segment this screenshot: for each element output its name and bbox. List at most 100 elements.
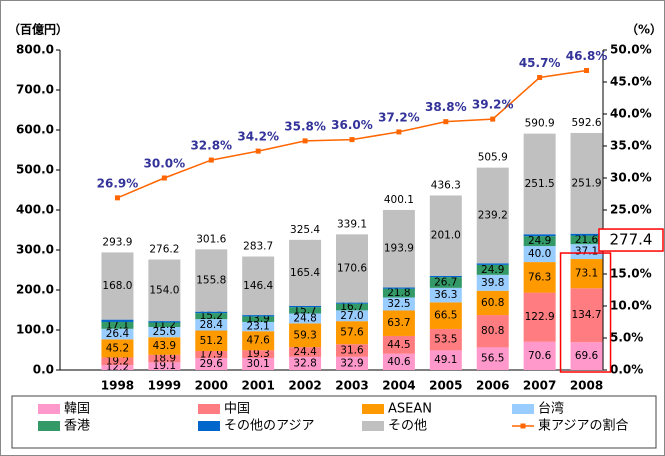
y-tick-label: 200.0	[16, 283, 54, 297]
share-label: 35.8%	[284, 119, 326, 133]
bar-segment	[148, 259, 181, 322]
y2-tick-label: 25.0%	[610, 203, 652, 217]
legend-label: 東アジアの割合	[538, 418, 628, 434]
bar-value-label: 47.6	[246, 335, 270, 347]
legend-label: ASEAN	[388, 402, 432, 417]
bar-value-label: 39.8	[481, 277, 504, 289]
bar-value-label: 25.6	[153, 326, 177, 338]
y2-tick-label: 30.0%	[610, 171, 652, 185]
x-tick-label: 2003	[335, 379, 368, 393]
share-label: 36.0%	[331, 118, 373, 132]
y2-tick-label: 50.0%	[610, 43, 652, 57]
bar-segment	[476, 274, 509, 291]
y-tick-label: 400.0	[16, 203, 54, 217]
bar-segment	[289, 313, 322, 324]
bar-value-label: 32.8	[293, 357, 316, 369]
bar-segment	[195, 319, 228, 331]
bar-segment	[382, 335, 415, 354]
callout-frame	[559, 252, 612, 373]
bar-value-label: 49.1	[434, 354, 457, 366]
bar-value-label: 76.3	[528, 271, 551, 283]
bar-segment	[148, 362, 181, 370]
share-label: 39.2%	[472, 98, 514, 112]
legend-swatch	[198, 404, 220, 414]
y2-tick-label: 10.0%	[610, 299, 652, 313]
bar-value-label: 32.9	[340, 357, 363, 369]
total-label: 505.9	[478, 152, 508, 164]
bar-value-label: 66.5	[434, 310, 457, 322]
bar-segment	[476, 264, 509, 275]
bar-segment	[242, 331, 275, 351]
legend-label: その他のアジア	[224, 419, 314, 434]
bar-segment	[195, 351, 228, 359]
y-tick-label: 0.0	[33, 363, 54, 377]
bar-segment	[289, 239, 322, 306]
legend-label: 台湾	[538, 401, 564, 417]
bar-segment	[289, 347, 322, 357]
legend-label: 中国	[224, 402, 250, 417]
bar-value-label: 32.5	[387, 298, 410, 310]
bar-segment	[336, 303, 368, 311]
bar-segment	[570, 235, 603, 245]
bar-segment	[429, 350, 462, 370]
bar-value-label: 24.8	[293, 312, 316, 324]
bar-segment	[242, 316, 275, 322]
bar-segment	[570, 244, 603, 260]
legend-swatch	[38, 404, 60, 414]
legend-swatch	[362, 421, 384, 431]
legend-swatch	[198, 421, 220, 431]
bar-segment	[289, 356, 322, 370]
x-tick-label: 1998	[101, 379, 134, 393]
total-label: 400.1	[384, 194, 414, 206]
bar-value-label: 28.4	[200, 319, 224, 331]
bar-segment	[242, 321, 275, 332]
bar-value-label: 69.6	[575, 350, 599, 362]
total-label: 301.6	[196, 233, 226, 245]
bar-segment	[195, 249, 228, 312]
legend-label: その他	[388, 419, 427, 434]
bar-segment	[148, 321, 181, 323]
bar-value-label: 251.5	[525, 178, 555, 190]
y2-tick-label: 45.0%	[610, 75, 652, 89]
bar-segment	[101, 357, 134, 366]
x-tick-label: 2000	[195, 379, 228, 393]
bar-value-label: 53.5	[434, 334, 457, 346]
bar-value-label: 23.1	[246, 321, 269, 333]
bar-segment	[570, 259, 603, 289]
share-label: 37.2%	[378, 110, 420, 124]
bar-value-label: 45.2	[106, 342, 129, 354]
bar-value-label: 24.9	[528, 235, 551, 247]
bar-value-label: 59.3	[293, 329, 316, 341]
share-marker	[584, 67, 590, 73]
share-marker	[537, 75, 543, 81]
bar-segment	[195, 313, 228, 320]
bar-value-label: 24.4	[293, 346, 317, 358]
bar-segment	[336, 321, 368, 345]
bar-segment	[101, 365, 134, 370]
bar-value-label: 239.2	[478, 209, 508, 221]
bar-value-label: 122.9	[525, 311, 555, 323]
bar-value-label: 44.5	[387, 339, 410, 351]
x-tick-label: 2002	[288, 379, 321, 393]
bar-value-label: 63.7	[387, 317, 410, 329]
bar-segment	[523, 262, 556, 293]
bar-value-label: 16.7	[340, 301, 363, 313]
y2-axis-label: （%）	[626, 22, 662, 37]
total-label: 293.9	[102, 236, 132, 248]
share-marker	[255, 148, 261, 154]
bar-value-label: 31.6	[340, 345, 364, 357]
bar-value-label: 26.7	[434, 277, 457, 289]
y2-tick-label: 40.0%	[610, 107, 652, 121]
bar-value-label: 24.9	[481, 264, 504, 276]
callout-label: 277.4	[610, 231, 653, 249]
bar-value-label: 26.4	[106, 328, 130, 340]
share-label: 46.8%	[566, 49, 608, 63]
y2-tick-label: 5.0%	[610, 331, 643, 345]
legend-swatch	[362, 404, 384, 414]
bar-segment	[382, 297, 415, 311]
share-label: 45.7%	[519, 56, 561, 70]
share-label: 26.9%	[97, 176, 139, 190]
bar-value-label: 165.4	[290, 267, 320, 279]
bar-segment	[289, 307, 322, 314]
x-tick-label: 2004	[382, 379, 415, 393]
